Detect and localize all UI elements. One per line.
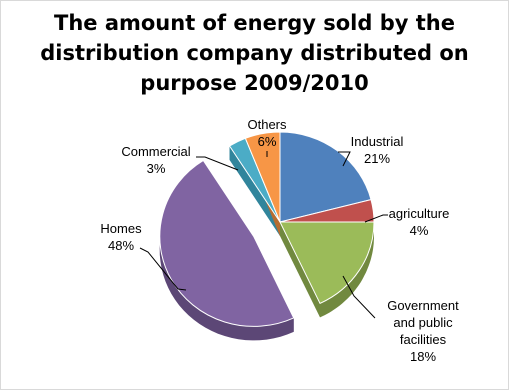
label-others-name: Others xyxy=(247,117,287,132)
leader-line-agriculture xyxy=(364,214,388,223)
label-commercial-name: Commercial xyxy=(121,144,190,159)
label-government-line-1: Government xyxy=(387,298,459,313)
label-industrial-name: Industrial xyxy=(351,134,404,149)
leader-line-homes xyxy=(139,247,187,291)
pie-slice-government xyxy=(279,221,375,305)
pie-slice-industrial xyxy=(279,131,372,223)
pie-slice-homes xyxy=(159,159,295,327)
leader-line-commercial xyxy=(196,156,239,171)
pie-slice-others xyxy=(244,131,281,223)
label-industrial-value: 21% xyxy=(364,151,390,166)
label-agriculture-value: 4% xyxy=(410,223,429,238)
chart-title-line-2: distribution company distributed on xyxy=(40,41,469,65)
label-others-value: 6% xyxy=(258,134,277,149)
chart-title: The amount of energy sold by the distrib… xyxy=(0,8,509,98)
leader-line-industrial xyxy=(338,151,351,167)
label-government-line-2: and public xyxy=(393,315,453,330)
label-government-line-3: facilities xyxy=(400,332,447,347)
leader-lines xyxy=(139,151,388,319)
label-homes-name: Homes xyxy=(100,221,142,236)
label-homes-value: 48% xyxy=(108,238,134,253)
pie-wall-commercial-0 xyxy=(229,146,280,236)
pie-wall-government-1 xyxy=(280,222,320,318)
pie-slices xyxy=(159,131,375,327)
label-agriculture-name: agriculture xyxy=(389,206,450,221)
label-commercial-value: 3% xyxy=(147,161,166,176)
chart-title-line-3: purpose 2009/2010 xyxy=(140,71,369,95)
chart-title-line-1: The amount of energy sold by the xyxy=(54,11,455,35)
pie-side-government xyxy=(320,222,374,318)
leader-line-government xyxy=(342,275,376,319)
label-government-value: 18% xyxy=(410,349,436,364)
